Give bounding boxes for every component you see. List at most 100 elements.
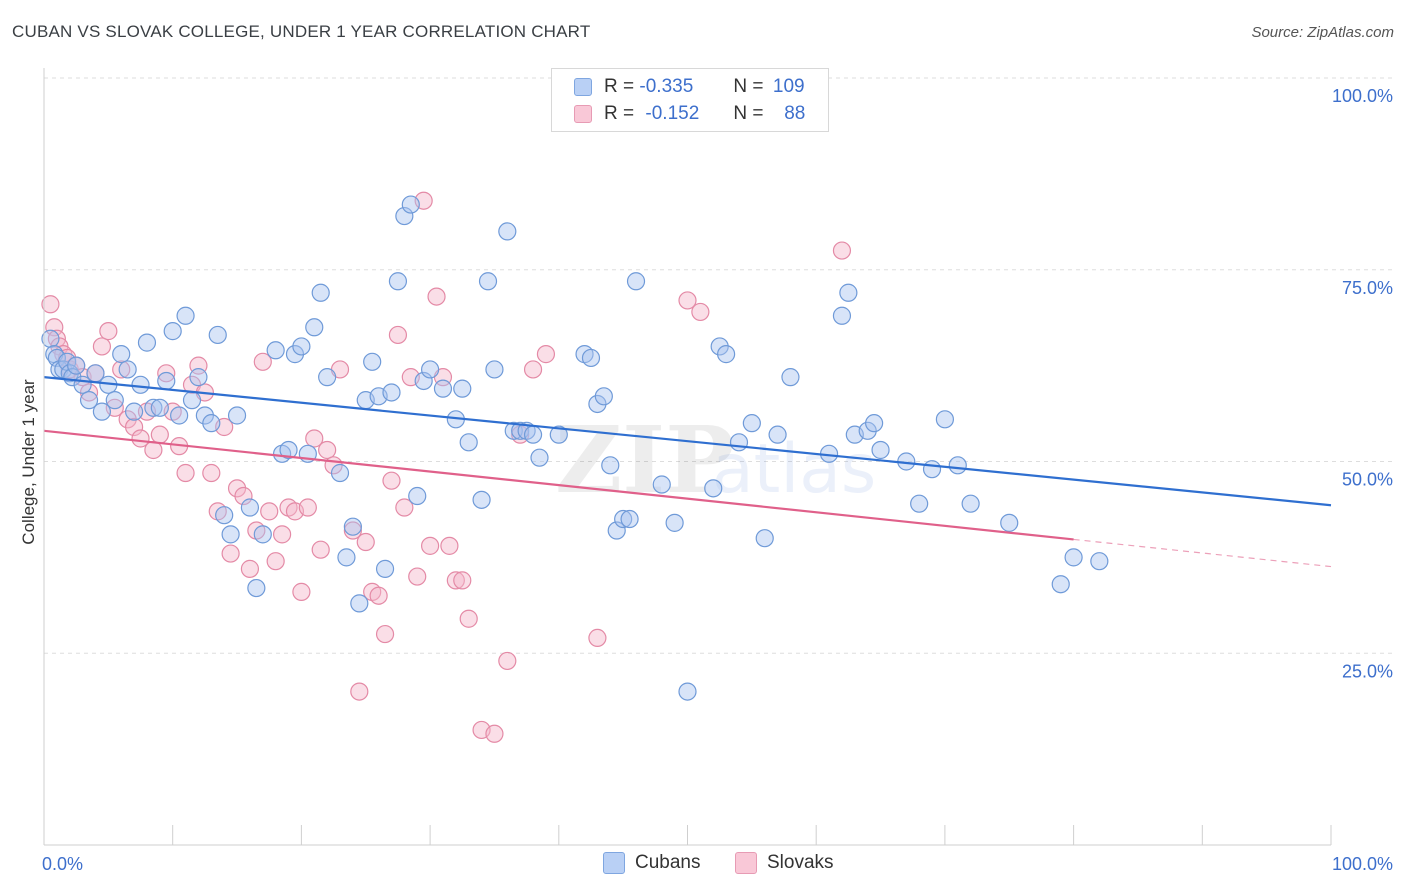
cubans-point [253, 525, 272, 544]
cubans-point [871, 440, 890, 460]
cubans-point [607, 521, 626, 540]
slovaks-point [240, 559, 260, 578]
slovaks-point [536, 345, 556, 364]
cubans-point [922, 460, 942, 479]
y-tick-label: 25.0% [1342, 661, 1393, 681]
n-label: N = [733, 76, 764, 97]
slovaks-point [305, 429, 324, 448]
cubans-point [478, 272, 498, 291]
cubans-point [124, 402, 144, 421]
cubans-point [41, 329, 60, 348]
cubans-point [485, 360, 504, 379]
cubans-point [118, 360, 137, 379]
slovaks-point [298, 498, 317, 517]
cubans-point [311, 283, 330, 302]
cubans-point [163, 322, 182, 341]
grid-lines [44, 77, 1392, 654]
cubans-point [832, 306, 852, 325]
cubans-point [395, 206, 414, 226]
r-value: -0.152 [645, 103, 700, 124]
slovaks-point [427, 287, 446, 306]
chart-title: CUBAN VS SLOVAK COLLEGE, UNDER 1 YEAR CO… [12, 22, 591, 41]
r-label: R = [604, 76, 635, 97]
slovaks-point [150, 425, 169, 444]
slovaks-point [523, 360, 543, 379]
slovaks-point [99, 322, 118, 341]
cubans-point [742, 414, 761, 433]
x-tick-label: 0.0% [42, 854, 83, 874]
cubans-point [530, 448, 549, 467]
n-value: 109 [772, 76, 805, 97]
slovaks-point [446, 571, 465, 590]
slovaks-point [266, 552, 285, 571]
slovaks-point [92, 337, 112, 356]
cubans-point [1051, 575, 1070, 594]
cubans-point [1064, 548, 1083, 567]
slovaks-point [588, 628, 607, 648]
cubans-point [92, 402, 112, 421]
slovaks-point [369, 586, 388, 605]
cubans-point [614, 509, 633, 529]
watermark-zip: ZIP [555, 406, 734, 514]
cubans-point [498, 222, 517, 241]
bottom-legend-slovaks: Slovaks [735, 852, 834, 874]
n-label: N = [733, 103, 764, 124]
cubans-point [581, 348, 601, 368]
slovaks-point [202, 463, 221, 483]
cubans-point [472, 490, 491, 509]
cubans-point [781, 368, 800, 387]
cubans-point [414, 371, 433, 391]
cubans-point [948, 456, 967, 475]
trend-line [43, 429, 1074, 541]
slovaks-point [272, 525, 292, 544]
slovaks-point [234, 486, 253, 506]
cubans-point [652, 475, 671, 494]
r-value: -0.335 [639, 76, 694, 97]
cubans-point [717, 345, 736, 364]
legend-row-cubans: R = -0.335 N = 109 [574, 75, 809, 99]
cubans-point [182, 391, 202, 410]
trend-lines [43, 376, 1332, 568]
cubans-point [67, 356, 86, 375]
slovaks-point [440, 536, 459, 555]
cubans-point [150, 398, 169, 417]
y-tick-label: 75.0% [1342, 278, 1393, 298]
cubans-point [729, 433, 749, 452]
slovaks-point [41, 295, 60, 314]
cubans-point [350, 594, 369, 613]
y-axis-label: College, Under 1 year [19, 379, 38, 545]
cubans-point [1090, 552, 1109, 571]
cubans-point [112, 345, 131, 364]
cubans-point [221, 525, 240, 544]
cubans-point [176, 306, 195, 325]
source-credit: Source: ZipAtlas.com [1251, 24, 1394, 41]
cubans-swatch [603, 852, 625, 874]
cubans-point [337, 548, 356, 567]
cubans-point [279, 440, 298, 460]
trend-line [43, 376, 1332, 507]
cubans-point [144, 398, 163, 417]
watermark-atlas: atlas [712, 430, 876, 509]
cubans-point [523, 425, 543, 444]
slovaks-point [131, 429, 150, 448]
slovaks-point [356, 532, 375, 552]
cubans-point [865, 414, 884, 433]
y-tick-label: 50.0% [1342, 470, 1393, 490]
cubans-point [363, 352, 382, 371]
cubans-point [433, 379, 453, 398]
slovaks-point [421, 536, 440, 555]
slovaks-point [260, 502, 279, 521]
cubans-point [961, 494, 980, 513]
cubans-point [935, 410, 955, 429]
slovaks-point [375, 624, 395, 644]
slovaks-point [176, 463, 195, 483]
cubans-point [601, 456, 620, 475]
slovaks-point [453, 571, 472, 590]
cubans-point [504, 421, 523, 440]
cubans-point [343, 517, 362, 536]
legend-row-slovaks: R = -0.152 N = 88 [574, 102, 815, 126]
slovaks-point [459, 609, 478, 628]
slovaks-point [691, 302, 710, 322]
cubans-point [704, 479, 723, 498]
